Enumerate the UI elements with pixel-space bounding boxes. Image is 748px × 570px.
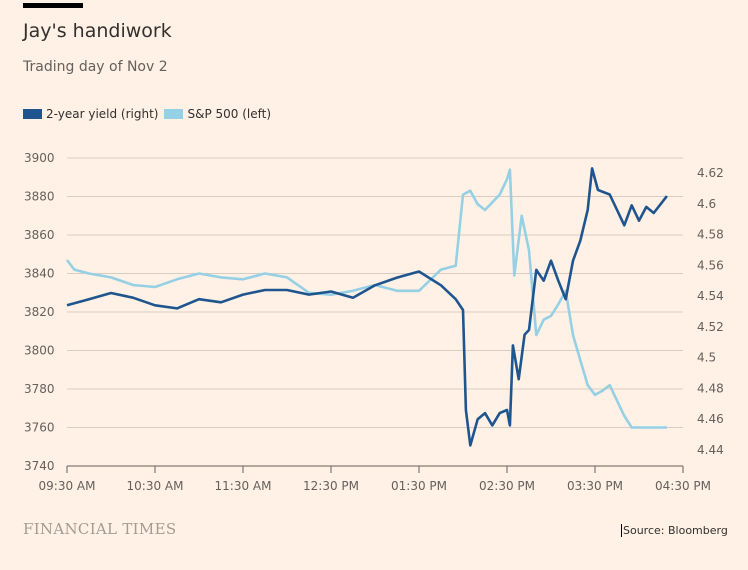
right-tick-label: 4.48 — [697, 381, 724, 395]
x-tick-label: 04:30 PM — [655, 479, 711, 493]
x-tick-label: 02:30 PM — [479, 479, 535, 493]
x-tick-label: 12:30 PM — [303, 479, 359, 493]
right-tick-label: 4.58 — [697, 228, 724, 242]
chart-subtitle: Trading day of Nov 2 — [23, 59, 168, 75]
x-tick-label: 01:30 PM — [391, 479, 447, 493]
left-tick-label: 3860 — [24, 228, 55, 242]
legend-label-sp500: S&P 500 (left) — [187, 107, 272, 121]
source-note: Source: Bloomberg — [621, 524, 728, 537]
right-tick-label: 4.62 — [697, 166, 724, 180]
left-tick-label: 3780 — [24, 382, 55, 396]
legend-swatch-sp500 — [164, 109, 184, 119]
series-line-sp500 — [65, 168, 667, 429]
legend: 2-year yield (right) S&P 500 (left) — [23, 107, 277, 121]
chart-title: Jay's handiwork — [23, 20, 172, 42]
right-tick-label: 4.44 — [697, 443, 724, 457]
left-tick-label: 3820 — [24, 305, 55, 319]
x-tick-label: 09:30 AM — [39, 479, 96, 493]
right-tick-label: 4.52 — [697, 320, 724, 334]
ft-logo: FINANCIAL TIMES — [23, 520, 177, 538]
x-tick-label: 10:30 AM — [127, 479, 184, 493]
left-tick-label: 3880 — [24, 190, 55, 204]
right-tick-label: 4.56 — [697, 258, 724, 272]
right-tick-label: 4.54 — [697, 289, 724, 303]
legend-swatch-yield — [23, 109, 42, 119]
left-tick-label: 3800 — [24, 344, 55, 358]
left-tick-label: 3840 — [24, 267, 55, 281]
legend-label-yield: 2-year yield (right) — [46, 107, 159, 121]
x-tick-label: 03:30 PM — [567, 479, 623, 493]
legend-item-yield: 2-year yield (right) — [23, 107, 158, 121]
left-tick-label: 3760 — [24, 421, 55, 435]
right-tick-label: 4.5 — [697, 351, 716, 365]
legend-item-sp500: S&P 500 (left) — [164, 107, 271, 121]
series-line-2-year-yield — [66, 167, 668, 447]
right-tick-label: 4.46 — [697, 412, 724, 426]
right-tick-label: 4.6 — [697, 197, 716, 211]
chart-plot: 3900 3880 3860 3840 3820 3800 3780 3760 3740 4.62… — [24, 151, 724, 493]
left-tick-label: 3900 — [24, 151, 55, 165]
ft-top-bar — [23, 3, 83, 8]
x-tick-label: 11:30 AM — [215, 479, 272, 493]
left-tick-label: 3740 — [24, 459, 55, 473]
